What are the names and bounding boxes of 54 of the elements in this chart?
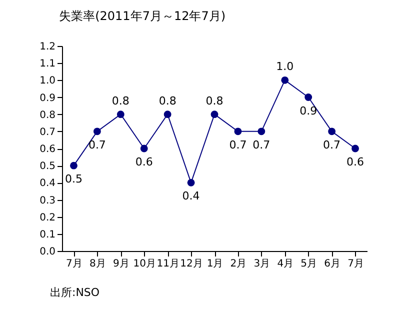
point (93, 128, 101, 136)
x-tick-label: 3月 (254, 258, 270, 270)
y-tick-label: 0.2 (40, 212, 56, 224)
y-tick-label: 0.7 (40, 126, 56, 138)
data-label: 0.7 (323, 138, 341, 152)
y-tick-label: 1.1 (40, 58, 56, 70)
y-tick-label: 0.5 (40, 161, 56, 172)
y-tick-label: 1.2 (40, 42, 56, 52)
x-tick-label: 2月 (230, 258, 247, 270)
chart-title: 失業率(2011年7月～12年7月) (59, 9, 226, 23)
data-label: 0.7 (229, 138, 247, 152)
data-label: 0.7 (88, 138, 106, 152)
y-tick-label: 0.1 (40, 229, 56, 240)
x-tick-label: 8月 (90, 258, 106, 270)
y-tick-label: 0.3 (40, 195, 56, 206)
text: 出所:NSO (50, 286, 100, 299)
point (116, 110, 124, 118)
y-tick-label: 1.0 (40, 76, 56, 87)
point (210, 110, 218, 118)
x-tick-label: 7月 (348, 258, 364, 270)
data-label: 0.8 (158, 94, 176, 108)
x-tick-label: 5月 (300, 258, 318, 270)
point (328, 128, 336, 136)
data-label: 0.4 (182, 190, 200, 203)
point (234, 128, 242, 136)
data-label: 0.5 (64, 172, 82, 186)
point (352, 144, 359, 152)
x-tick-label: 7月 (66, 258, 82, 270)
point (187, 178, 195, 186)
point (258, 128, 266, 136)
x-tick-label: 10月 (133, 258, 156, 270)
x-tick-label: 1月 (206, 258, 224, 270)
y-tick-label: 0.9 (40, 92, 56, 104)
y-tick-label: 0.4 (40, 178, 56, 190)
x-tick-label: 11月 (156, 258, 180, 270)
data-label: 0.7 (252, 138, 270, 152)
point (140, 144, 148, 152)
point (281, 76, 289, 84)
data-label: 0.9 (300, 104, 318, 118)
point (164, 110, 172, 118)
x-tick-label: 6月 (324, 258, 340, 270)
y-tick-label: 0.8 (40, 110, 56, 121)
data-label: 0.6 (135, 156, 153, 168)
y-tick-label: 0.0 (40, 246, 56, 258)
x-tick-label: 12月 (180, 258, 203, 270)
data-label: 0.8 (206, 94, 224, 108)
y-tick-label: 0.6 (40, 144, 56, 155)
x-tick-label: 9月 (112, 258, 130, 270)
data-label: 1.0 (276, 60, 294, 74)
point (304, 94, 312, 101)
data-label: 0.6 (346, 156, 364, 168)
x-tick-label: 4月 (277, 258, 294, 270)
point (70, 162, 78, 170)
data-label: 0.8 (112, 94, 130, 108)
